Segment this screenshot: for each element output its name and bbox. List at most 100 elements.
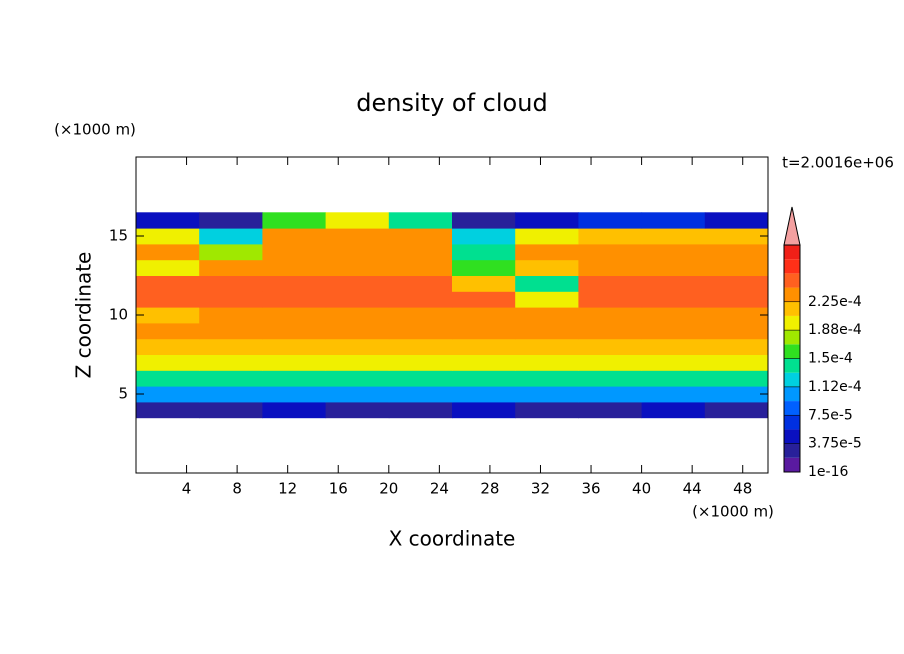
colorbar-band [784, 372, 800, 387]
x-tick-label: 24 [430, 480, 449, 498]
colorbar-label: 1e-16 [808, 464, 848, 480]
field-cell [641, 212, 706, 229]
field-cell [452, 275, 516, 292]
field-cell [578, 354, 643, 371]
colorbar-band [784, 301, 800, 316]
field-cell [641, 370, 706, 387]
field-cell [388, 401, 453, 419]
field-cell [515, 259, 579, 276]
field-cell [136, 338, 200, 355]
field-cell [136, 386, 200, 403]
field-cell [262, 401, 327, 419]
field-cell [199, 401, 263, 419]
field-cell [199, 354, 263, 371]
field-cell [704, 370, 769, 387]
field-cell [199, 259, 263, 276]
colorbar-extend [783, 206, 801, 246]
colorbar-band [784, 287, 800, 302]
field-cell [704, 401, 769, 419]
field-cell [199, 386, 263, 403]
colorbar-band [784, 315, 800, 331]
field-cell [262, 275, 327, 292]
field-cell [452, 259, 516, 276]
field-cell [199, 212, 263, 229]
field-cell [136, 259, 200, 276]
field-cell [515, 322, 579, 340]
colorbar-band [784, 415, 800, 430]
y-tick-label: 5 [118, 385, 128, 403]
field-cell [388, 228, 453, 245]
field-cell [388, 338, 453, 355]
colorbar-band [784, 443, 800, 458]
field-cell [325, 291, 390, 308]
field-cell [641, 386, 706, 403]
field-cell [136, 401, 200, 419]
field-cell [136, 228, 200, 245]
field-cell [262, 386, 327, 403]
field-cell [515, 401, 579, 419]
field-cell [452, 291, 516, 308]
field-cell [704, 228, 769, 245]
field-cell [388, 386, 453, 403]
field-cell [136, 307, 200, 324]
field-cell [199, 291, 263, 308]
y-tick-label: 15 [109, 227, 128, 245]
field-cell [578, 243, 643, 261]
chart-title: density of cloud [356, 89, 547, 117]
field-cell [262, 291, 327, 308]
field-cell [704, 322, 769, 340]
field-cell [704, 291, 769, 308]
field-cell [515, 243, 579, 261]
colorbar-label: 1.5e-4 [808, 351, 853, 367]
field-cell [325, 275, 390, 292]
field-cell [641, 259, 706, 276]
field-cell [262, 228, 327, 245]
field-cell [325, 259, 390, 276]
field-cell [199, 275, 263, 292]
field-cell [452, 307, 516, 324]
field-cell [325, 401, 390, 419]
field-cell [325, 370, 390, 387]
field-cell [452, 354, 516, 371]
colorbar-band [784, 358, 800, 373]
colorbar-band [784, 429, 800, 444]
x-tick-label: 16 [329, 480, 348, 498]
field-cell [136, 212, 200, 229]
field-cell [388, 307, 453, 324]
field-cell [262, 212, 327, 229]
x-tick-label: 12 [278, 480, 297, 498]
field-cell [325, 386, 390, 403]
x-tick-label: 20 [379, 480, 398, 498]
field-cell [136, 354, 200, 371]
colorbar-band [784, 330, 800, 345]
field-cell [578, 386, 643, 403]
field-cell [515, 370, 579, 387]
x-tick-label: 8 [232, 480, 242, 498]
field-cell [262, 338, 327, 355]
field-cell [704, 354, 769, 371]
colorbar-band [784, 273, 800, 288]
field-cell [262, 354, 327, 371]
field-cell [136, 291, 200, 308]
field-cell [388, 322, 453, 340]
field-cell [325, 338, 390, 355]
field-cell [199, 338, 263, 355]
field-cell [136, 243, 200, 261]
field-cell [452, 212, 516, 229]
field-cell [199, 228, 263, 245]
colorbar-band [784, 259, 800, 274]
field-cell [136, 370, 200, 387]
field-cell [325, 212, 390, 229]
field-cell [641, 228, 706, 245]
field-cell [578, 307, 643, 324]
colorbar-band [784, 386, 800, 402]
field-cell [199, 322, 263, 340]
field-cell [704, 275, 769, 292]
colorbar-label: 7.5e-5 [808, 407, 853, 423]
field-cell [704, 386, 769, 403]
field-cell [641, 338, 706, 355]
field-cell [388, 370, 453, 387]
x-tick-label: 32 [531, 480, 550, 498]
x-tick-label: 28 [480, 480, 499, 498]
field-cell [452, 322, 516, 340]
